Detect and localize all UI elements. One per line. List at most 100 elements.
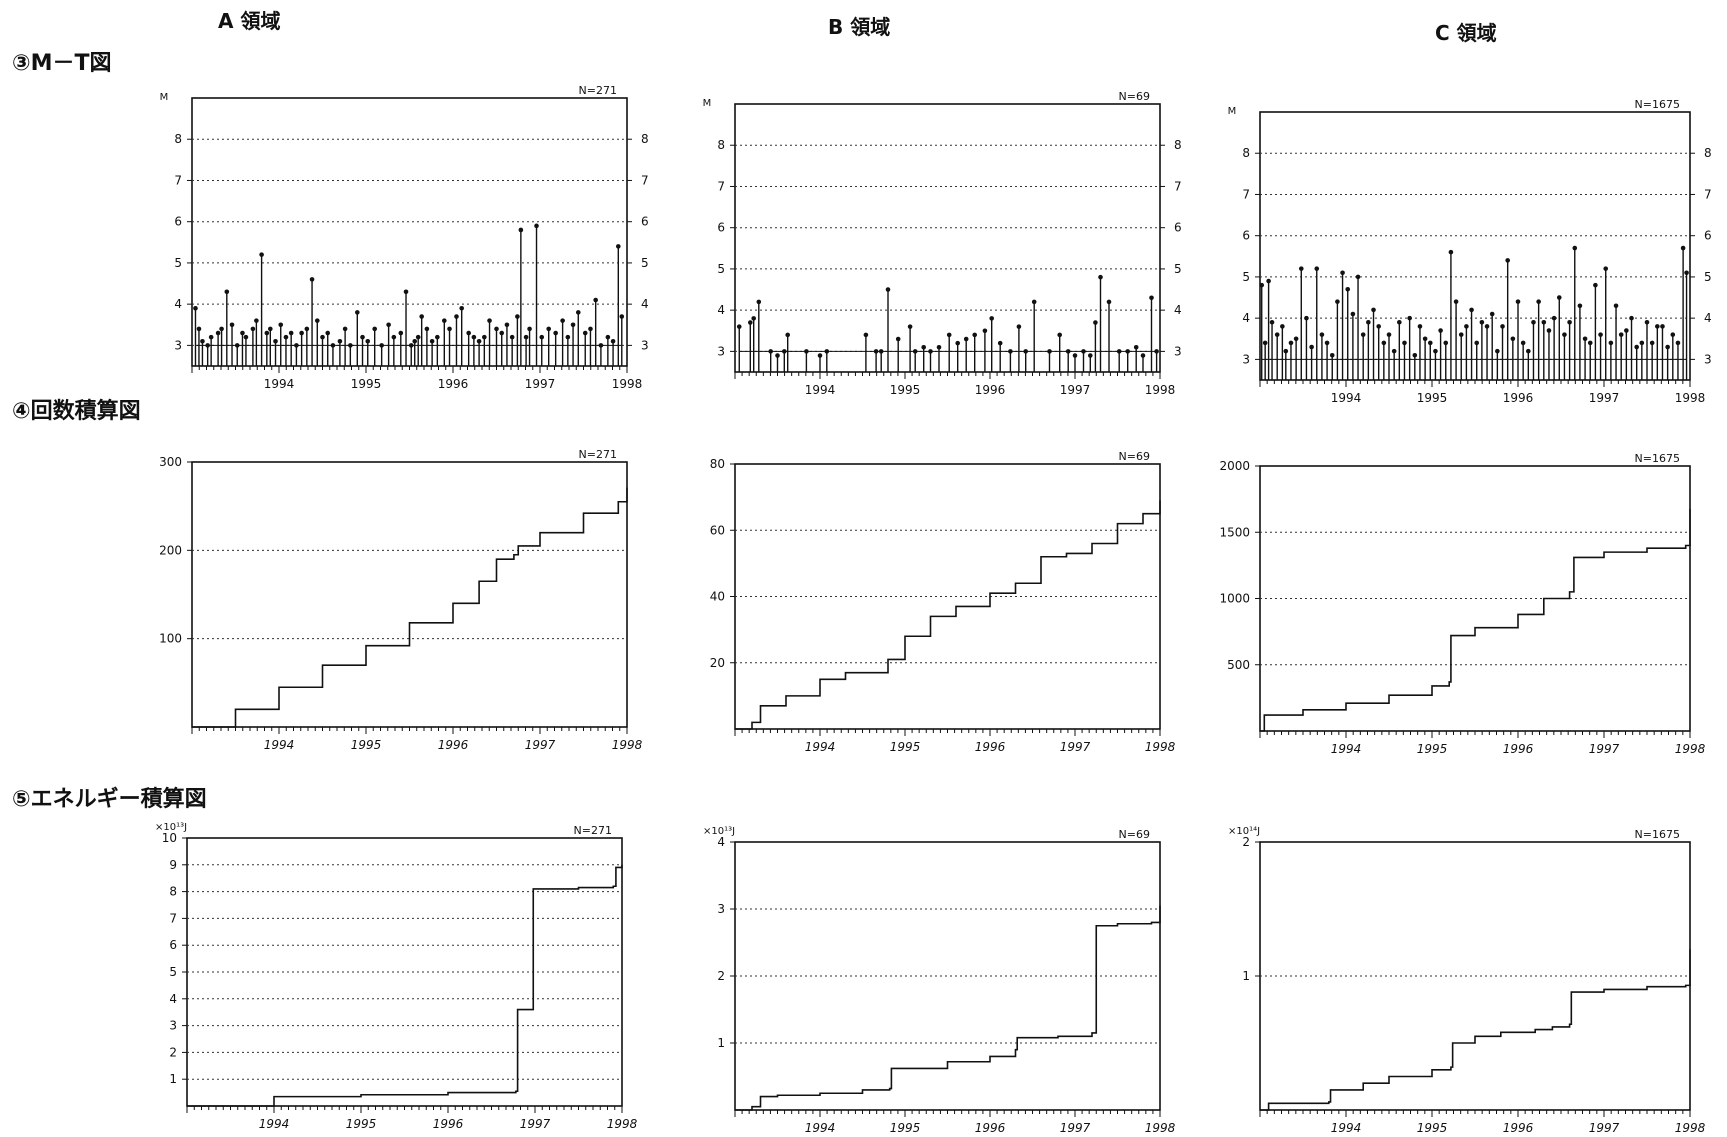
event-point xyxy=(1381,340,1387,346)
event-point xyxy=(196,326,202,332)
event-point xyxy=(1520,340,1526,346)
event-point xyxy=(1634,344,1639,350)
x-tick-label: 1997 xyxy=(1060,1121,1091,1135)
series-line xyxy=(735,905,1161,1111)
y-tick-label: 80 xyxy=(710,457,725,471)
event-point xyxy=(1314,266,1320,271)
event-point xyxy=(215,330,221,336)
event-point xyxy=(1577,303,1583,309)
event-point xyxy=(1443,340,1449,346)
event-point xyxy=(1360,332,1366,337)
n-count-label: N=271 xyxy=(574,824,612,837)
event-point xyxy=(1106,299,1112,305)
x-tick-label: 1997 xyxy=(525,377,556,391)
event-point xyxy=(193,305,198,311)
event-point xyxy=(240,330,245,336)
plot-frame xyxy=(734,103,1161,373)
event-point xyxy=(1298,266,1304,271)
x-tick-label: 1995 xyxy=(890,740,921,754)
y-tick-label-right: 4 xyxy=(1704,311,1712,325)
unit-label: ×10¹³J xyxy=(155,822,187,833)
y-tick-label: 8 xyxy=(174,132,182,146)
event-point xyxy=(429,338,435,344)
x-tick-label: 1994 xyxy=(1331,1121,1362,1135)
event-point xyxy=(1458,332,1464,337)
event-point xyxy=(1304,315,1309,321)
y-tick-label-right: 8 xyxy=(1174,138,1182,152)
series-line xyxy=(187,864,623,1107)
y-axis-label: M xyxy=(703,98,712,109)
y-tick-label: 2 xyxy=(1242,835,1250,849)
y-tick-label: 5 xyxy=(1242,270,1250,284)
event-point xyxy=(1572,245,1578,251)
chart-en-C: 1 2 1994 1995 1996 1997 1998 N=1675 ×10¹⁴J xyxy=(1228,826,1706,1135)
event-point xyxy=(309,277,315,282)
event-point xyxy=(605,334,611,340)
y-tick-label: 8 xyxy=(717,138,725,152)
event-point xyxy=(1335,299,1340,304)
event-point xyxy=(775,353,780,358)
y-tick-label-right: 3 xyxy=(641,338,649,352)
event-point xyxy=(1582,336,1588,342)
y-tick-label: 300 xyxy=(159,455,182,469)
x-tick-label: 1998 xyxy=(1675,1121,1706,1135)
chart-cnt-A: 100 200 300 1994 1995 1996 1997 1998 N=271 xyxy=(159,448,643,752)
event-point xyxy=(895,336,901,342)
event-point xyxy=(1088,353,1093,358)
y-tick-label-right: 8 xyxy=(641,132,649,146)
x-tick-label: 1995 xyxy=(351,738,382,752)
event-point xyxy=(1288,340,1294,346)
event-point xyxy=(907,324,913,329)
series-line xyxy=(735,500,1161,730)
event-point xyxy=(1280,324,1285,329)
x-tick-label: 1994 xyxy=(805,740,836,754)
y-axis-label: M xyxy=(160,92,169,103)
y-tick-label: 9 xyxy=(169,858,177,872)
y-tick-label: 5 xyxy=(174,256,182,270)
y-tick-label: 6 xyxy=(169,938,177,952)
event-point xyxy=(1438,328,1443,333)
event-point xyxy=(1031,299,1037,305)
event-point xyxy=(1531,319,1536,325)
x-tick-label: 1998 xyxy=(612,377,643,391)
event-point xyxy=(283,334,289,340)
x-tick-label: 1995 xyxy=(890,383,921,397)
x-tick-label: 1997 xyxy=(1060,383,1091,397)
event-point xyxy=(1541,319,1547,325)
y-tick-label-right: 7 xyxy=(1704,187,1712,201)
row-title-mt: ③M－T図 xyxy=(12,51,112,76)
event-point xyxy=(219,326,224,332)
event-point xyxy=(229,322,235,328)
event-point xyxy=(1624,328,1629,333)
event-point xyxy=(1417,324,1423,329)
event-point xyxy=(1140,353,1146,358)
event-point xyxy=(1680,245,1686,251)
x-tick-label: 1998 xyxy=(1145,383,1176,397)
event-point xyxy=(1655,324,1660,329)
x-tick-label: 1995 xyxy=(1417,1121,1448,1135)
event-point xyxy=(1649,340,1655,346)
event-point xyxy=(504,322,510,328)
event-point xyxy=(1613,303,1619,309)
column-title-a: A 領域 xyxy=(218,9,280,33)
event-point xyxy=(1479,319,1485,325)
x-tick-label: 1997 xyxy=(520,1117,551,1131)
event-point xyxy=(1093,320,1098,325)
y-tick-label: 2000 xyxy=(1219,459,1250,473)
event-point xyxy=(466,330,471,336)
event-point xyxy=(304,326,310,332)
y-tick-label: 6 xyxy=(717,221,725,235)
event-point xyxy=(1324,340,1330,346)
event-point xyxy=(1293,336,1299,342)
event-point xyxy=(619,314,625,319)
event-point xyxy=(419,314,424,319)
event-point xyxy=(1345,286,1351,292)
event-point xyxy=(314,318,320,323)
y-tick-label: 4 xyxy=(169,992,177,1006)
event-point xyxy=(1608,340,1614,346)
y-tick-label: 500 xyxy=(1227,658,1250,672)
event-point xyxy=(365,338,371,344)
event-point xyxy=(424,326,430,332)
y-tick-label: 8 xyxy=(1242,146,1250,160)
event-point xyxy=(1274,332,1280,337)
